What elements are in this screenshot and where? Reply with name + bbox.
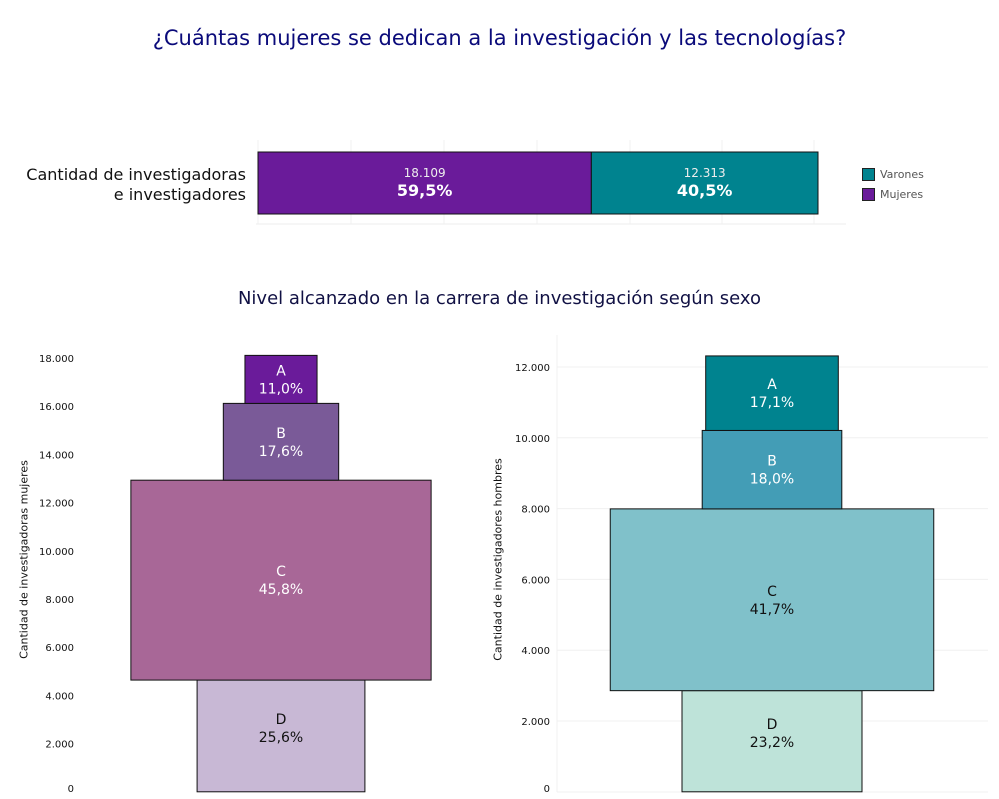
segment-pct-label: 11,0% — [259, 381, 303, 397]
y-tick-label: 6.000 — [521, 575, 550, 586]
y-tick-label: 0 — [544, 784, 550, 795]
bar-pct-label: 40,5% — [677, 181, 733, 200]
segment-letter-label: C — [767, 584, 777, 600]
y-tick-label: 2.000 — [521, 717, 550, 728]
legend: Varones Mujeres — [862, 164, 924, 204]
legend-label: Varones — [880, 167, 924, 181]
y-tick-label: 4.000 — [521, 646, 550, 657]
y-tick-label: 8.000 — [45, 595, 74, 606]
legend-item-varones: Varones — [862, 164, 924, 184]
bar-pct-label: 59,5% — [397, 181, 453, 200]
bar-mujeres — [257, 151, 592, 215]
y-tick-label: 16.000 — [39, 402, 74, 413]
funnel-segment-d — [196, 679, 366, 793]
y-tick-label: 2.000 — [45, 740, 74, 751]
y-tick-label: 12.000 — [515, 363, 550, 374]
segment-pct-label: 25,6% — [259, 730, 303, 746]
segment-pct-label: 17,6% — [259, 444, 303, 460]
segment-pct-label: 45,8% — [259, 582, 303, 598]
funnel-segment-b — [222, 402, 340, 481]
y-tick-label: 8.000 — [521, 505, 550, 516]
bar-value-label: 12.313 — [684, 166, 726, 180]
category-line-2: e investigadores — [113, 185, 246, 204]
segment-pct-label: 23,2% — [750, 735, 794, 751]
segment-letter-label: A — [276, 363, 286, 379]
legend-swatch — [862, 187, 875, 201]
y-tick-label: 18.000 — [39, 354, 74, 365]
segment-letter-label: D — [767, 717, 778, 733]
y-tick-label: 12.000 — [39, 499, 74, 510]
y-tick-label: 10.000 — [39, 547, 74, 558]
segment-pct-label: 18,0% — [750, 472, 794, 488]
funnel-segment-d — [681, 690, 863, 793]
y-tick-label: 10.000 — [515, 434, 550, 445]
funnel-segment-c — [609, 508, 935, 692]
bar-value-label: 18.109 — [404, 166, 446, 180]
y-tick-label: 14.000 — [39, 450, 74, 461]
funnel-segment-c — [130, 479, 432, 681]
segment-letter-label: D — [276, 712, 287, 728]
segment-letter-label: C — [276, 564, 286, 580]
segment-pct-label: 17,1% — [750, 395, 794, 411]
segment-letter-label: A — [767, 377, 777, 393]
legend-label: Mujeres — [880, 187, 924, 201]
y-tick-label: 4.000 — [45, 691, 74, 702]
funnel-segment-a — [244, 354, 318, 404]
top-category-label: Cantidad de investigadoras e investigado… — [26, 165, 246, 205]
chart-title: ¿Cuántas mujeres se dedican a la investi… — [152, 26, 847, 50]
category-line-1: Cantidad de investigadoras — [26, 165, 246, 184]
y-tick-label: 0 — [68, 784, 74, 795]
segment-letter-label: B — [276, 426, 286, 442]
y-tick-label: 6.000 — [45, 643, 74, 654]
y-axis-label-mujeres: Cantidad de investigadoras mujeres — [17, 460, 31, 659]
segment-pct-label: 41,7% — [750, 602, 794, 618]
legend-item-mujeres: Mujeres — [862, 184, 924, 204]
bar-varones — [590, 151, 819, 215]
funnel-segment-b — [701, 429, 843, 510]
funnel-title: Nivel alcanzado en la carrera de investi… — [237, 288, 762, 309]
segment-letter-label: B — [767, 454, 777, 470]
y-axis-label-hombres: Cantidad de investigadores hombres — [491, 458, 505, 661]
funnel-segment-a — [705, 355, 839, 431]
legend-swatch — [862, 167, 875, 181]
